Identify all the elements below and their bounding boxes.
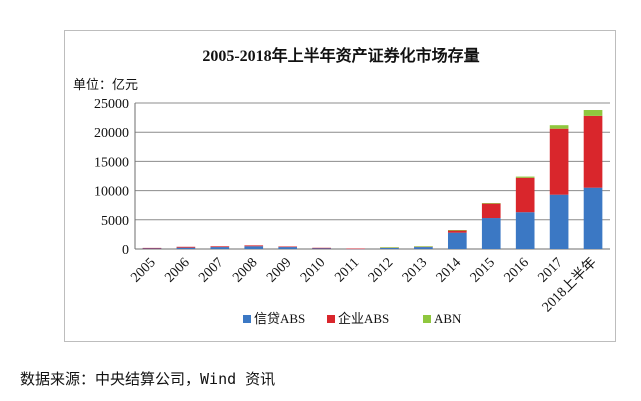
y-tick-label: 10000 <box>94 185 129 200</box>
legend-swatch <box>423 315 431 323</box>
y-tick-label: 15000 <box>94 155 129 170</box>
x-tick-label: 2016 <box>502 255 532 285</box>
bar-segment-信贷ABS-2017 <box>549 194 569 249</box>
bar-segment-企业ABS-2015 <box>481 203 501 219</box>
bar-segment-企业ABS-2014 <box>447 230 467 233</box>
unit-label: 单位：亿元 <box>73 77 138 92</box>
x-tick-label: 2012 <box>366 255 396 285</box>
x-tick-label: 2005 <box>128 255 158 285</box>
gridlines <box>135 102 610 221</box>
bar-segment-企业ABS-2005 <box>142 247 162 249</box>
bar-segment-企业ABS-2017 <box>549 128 569 195</box>
x-tick-label: 2014 <box>434 255 464 285</box>
bar-segment-信贷ABS-2007 <box>210 247 230 249</box>
chart-canvas: 2005-2018年上半年资产证券化市场存量 单位：亿元 2005 2006 200… <box>73 46 610 326</box>
x-tick-label: 2015 <box>468 255 498 285</box>
y-tick-labels: 0 5000 10000 15000 20000 25000 <box>94 97 129 258</box>
y-tick-label: 0 <box>122 243 129 258</box>
x-tick-label: 2009 <box>264 255 294 285</box>
bar-segment-信贷ABS-2008 <box>244 246 264 249</box>
bar-segment-企业ABS-2008 <box>244 245 264 247</box>
y-tick-label: 5000 <box>101 214 129 229</box>
source-note: 数据来源：中央结算公司，Wind 资讯 <box>20 370 276 388</box>
bar-segment-信贷ABS-2005 <box>142 248 162 249</box>
x-tick-label: 2017 <box>536 255 566 285</box>
axes <box>134 103 610 250</box>
bar-segment-信贷ABS-2016 <box>515 212 535 249</box>
bar-segment-企业ABS-2009 <box>278 246 298 248</box>
legend-swatch <box>327 315 335 323</box>
bar-segment-企业ABS-2016 <box>515 177 535 213</box>
bars <box>142 110 603 250</box>
bar-segment-ABN-2014 <box>447 230 467 231</box>
bar-segment-企业ABS-2007 <box>210 246 230 248</box>
bar-segment-企业ABS-2006 <box>176 246 196 248</box>
bar-segment-信贷ABS-2014 <box>447 232 467 249</box>
x-tick-label: 2008 <box>230 255 260 285</box>
chart-title: 2005-2018年上半年资产证券化市场存量 <box>202 46 479 65</box>
chart-frame: 2005-2018年上半年资产证券化市场存量 单位：亿元 2005 2006 200… <box>64 30 616 342</box>
bar-segment-ABN-2013 <box>414 246 433 247</box>
x-tick-label: 2011 <box>332 255 362 285</box>
x-tick-label: 2010 <box>298 255 328 285</box>
bar-segment-企业ABS-2010 <box>312 247 331 249</box>
bar-segment-ABN-2012 <box>380 247 399 248</box>
bar-segment-信贷ABS-2009 <box>278 247 298 249</box>
bar-segment-企业ABS-2011 <box>346 248 365 250</box>
bar-segment-信贷ABS-2015 <box>481 218 501 249</box>
legend: 信贷ABS 企业ABS ABN <box>243 311 462 326</box>
bar-segment-信贷ABS-2018上半年 <box>583 187 603 249</box>
bar-segment-企业ABS-2018上半年 <box>583 115 603 188</box>
legend-swatch <box>243 315 251 323</box>
bar-segment-ABN-2016 <box>515 176 535 178</box>
bar-segment-信贷ABS-2010 <box>312 248 331 249</box>
legend-label: 信贷ABS <box>254 311 305 326</box>
y-tick-label: 25000 <box>94 97 129 112</box>
y-tick-label: 20000 <box>94 126 129 141</box>
bar-segment-ABN-2015 <box>481 203 501 204</box>
x-tick-label: 2006 <box>162 255 192 285</box>
legend-label: ABN <box>434 311 462 326</box>
x-tick-labels: 2005 2006 2007 2008 2009 2010 2011 2012 2013 2014… <box>128 255 599 316</box>
x-tick-label: 2007 <box>196 255 226 285</box>
bar-segment-信贷ABS-2006 <box>176 247 196 249</box>
x-tick-label: 2013 <box>400 255 430 285</box>
bar-segment-信贷ABS-2013 <box>414 247 433 249</box>
bar-segment-ABN-2018上半年 <box>583 110 603 116</box>
bar-segment-ABN-2017 <box>549 125 569 129</box>
bar-segment-信贷ABS-2012 <box>380 247 399 249</box>
legend-label: 企业ABS <box>338 311 389 326</box>
